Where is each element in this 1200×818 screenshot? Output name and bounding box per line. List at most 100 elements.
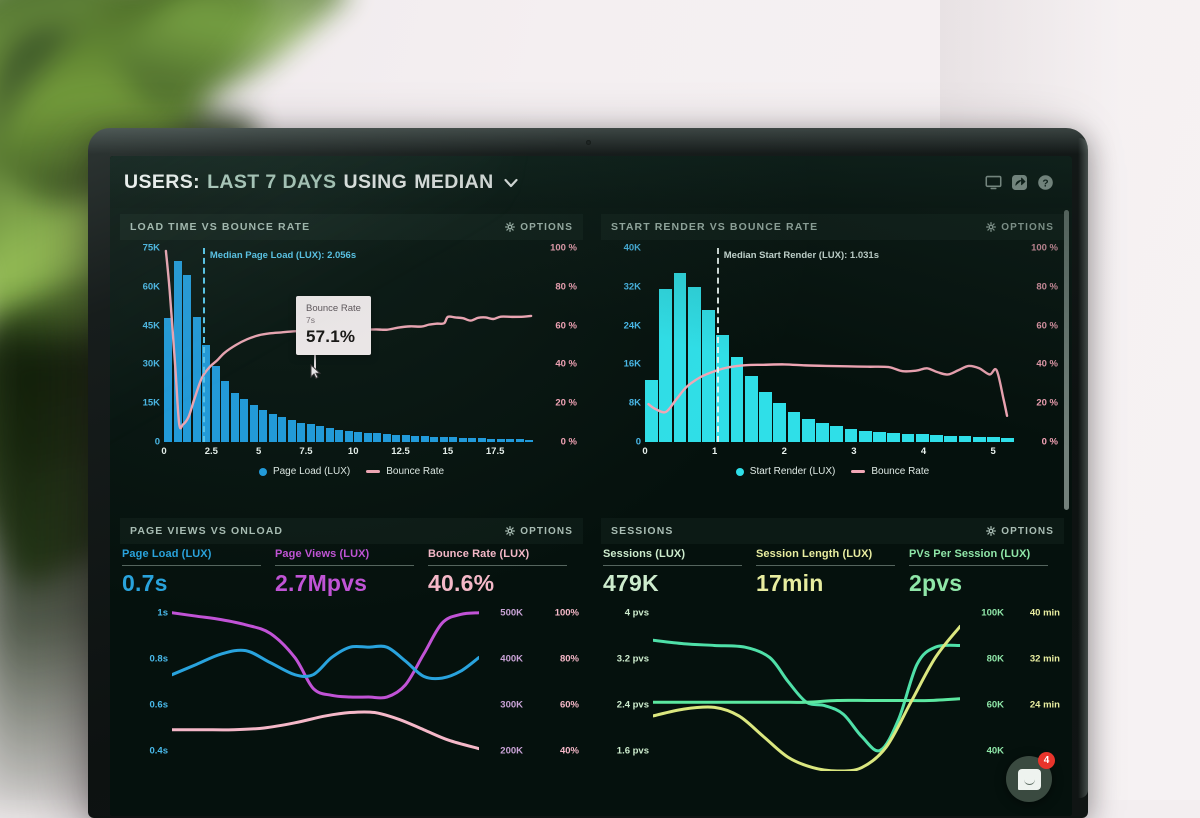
y3-axis-tick: 24 min (1010, 700, 1060, 711)
metric-label: PVs Per Session (LUX) (909, 548, 1048, 565)
y-axis-tick: 16K (624, 359, 641, 370)
x-axis-tick: 15 (443, 446, 454, 457)
y-axis-tick: 0.6s (150, 700, 169, 711)
panel-title: PAGE VIEWS VS ONLOAD (130, 525, 283, 537)
title-users: USERS: (124, 171, 200, 194)
y-axis-tick: 45K (143, 320, 160, 331)
page-title[interactable]: USERS: LAST 7 DAYS USING MEDIAN (124, 171, 519, 194)
y3-axis-tick: 40% (529, 746, 579, 757)
y-axis-tick: 75K (143, 243, 160, 254)
chart-legend: Start Render (LUX) Bounce Rate (601, 466, 1064, 477)
legend-label: Bounce Rate (871, 466, 929, 477)
legend-item[interactable]: Bounce Rate (366, 466, 444, 477)
options-label: OPTIONS (520, 222, 573, 233)
median-label: Median Page Load (LUX): 2.056s (210, 250, 356, 261)
vertical-scrollbar[interactable] (1064, 210, 1069, 810)
median-marker (203, 248, 205, 442)
title-using: USING (343, 171, 407, 194)
x-axis-tick: 12.5 (391, 446, 410, 457)
options-button[interactable]: OPTIONS (986, 526, 1054, 537)
x-axis-tick: 17.5 (486, 446, 505, 457)
plot-area (653, 599, 960, 771)
line-path (648, 364, 1007, 415)
metric-card: Sessions (LUX)479K (603, 548, 756, 597)
metric-value: 2.7Mpvs (275, 570, 414, 597)
options-button[interactable]: OPTIONS (505, 222, 573, 233)
x-axis-tick: 5 (256, 446, 261, 457)
y2-axis-tick: 400K (500, 654, 523, 665)
chat-launcher-button[interactable]: 4 (1006, 756, 1052, 802)
y2-axis-tick: 0 % (561, 437, 577, 448)
gear-icon (986, 526, 996, 536)
line-path (653, 627, 960, 771)
help-icon[interactable]: ? (1037, 174, 1054, 191)
y-axis-tick: 0.4s (150, 746, 169, 757)
y-axis-tick: 32K (624, 281, 641, 292)
y2-axis-tick: 80K (987, 654, 1004, 665)
median-marker (717, 248, 719, 442)
panel-page-views-vs-onload: PAGE VIEWS VS ONLOAD OPTIONS Page Load (… (110, 512, 591, 816)
gear-icon (986, 222, 996, 232)
x-axis-tick: 4 (921, 446, 926, 457)
metric-card: Session Length (LUX) 17min (756, 548, 909, 597)
legend-item[interactable]: Bounce Rate (851, 466, 929, 477)
legend-label: Bounce Rate (386, 466, 444, 477)
chevron-down-icon[interactable] (503, 174, 519, 190)
metric-rule (275, 565, 414, 566)
metric-value: 2pvs (909, 570, 1048, 597)
monitor-icon[interactable] (985, 174, 1002, 191)
metric-card: PVs Per Session (LUX) 2pvs (909, 548, 1062, 597)
x-axis-tick: 2 (782, 446, 787, 457)
x-axis-tick: 0 (642, 446, 647, 457)
scrollbar-thumb[interactable] (1064, 210, 1069, 510)
y2-axis-tick: 60 % (1036, 320, 1058, 331)
tooltip-title: Bounce Rate (306, 303, 361, 315)
options-button[interactable]: OPTIONS (986, 222, 1054, 233)
legend-item[interactable]: Page Load (LUX) (259, 466, 350, 477)
metric-card: Bounce Rate (LUX)40.6% (428, 548, 581, 597)
y2-axis-tick: 200K (500, 746, 523, 757)
y2-axis-tick: 0 % (1042, 437, 1058, 448)
y-axis-tick: 40K (624, 243, 641, 254)
panel-header: START RENDER VS BOUNCE RATE OPTIONS (601, 214, 1064, 240)
y-axis-tick: 3.2 pvs (617, 654, 649, 665)
legend-item[interactable]: Start Render (LUX) (736, 466, 836, 477)
metric-label: Page Views (LUX) (275, 548, 414, 565)
x-axis-tick: 7.5 (299, 446, 312, 457)
metric-rule (909, 565, 1048, 566)
y2-axis-tick: 80 % (1036, 281, 1058, 292)
app-topbar: USERS: LAST 7 DAYS USING MEDIAN (110, 156, 1072, 208)
metric-card: Page Views (LUX) 2.7Mpvs (275, 548, 428, 597)
share-icon[interactable] (1011, 174, 1028, 191)
metric-label: Session Length (LUX) (756, 548, 895, 565)
y2-axis-tick: 40K (987, 746, 1004, 757)
svg-text:?: ? (1042, 178, 1048, 189)
median-label: Median Start Render (LUX): 1.031s (724, 250, 879, 261)
y2-axis-tick: 100 % (1031, 243, 1058, 254)
y3-axis-tick: 80% (529, 654, 579, 665)
legend-line-icon (851, 470, 865, 473)
legend-label: Page Load (LUX) (273, 466, 350, 477)
y-axis-tick: 0 (155, 437, 160, 448)
y2-axis-tick: 300K (500, 700, 523, 711)
options-button[interactable]: OPTIONS (505, 526, 573, 537)
y2-axis-tick: 20 % (555, 398, 577, 409)
y-axis-tick: 4 pvs (625, 608, 649, 619)
metric-label: Bounce Rate (LUX) (428, 548, 567, 565)
metric-value: 17min (756, 570, 895, 597)
laptop: USERS: LAST 7 DAYS USING MEDIAN (88, 128, 1088, 818)
x-axis-tick: 2.5 (205, 446, 218, 457)
metric-value: 0.7s (122, 570, 261, 597)
y-axis-tick: 1s (157, 608, 168, 619)
webcam (586, 140, 591, 145)
y2-axis-tick: 80 % (555, 281, 577, 292)
metric-rule (603, 565, 742, 566)
legend-label: Start Render (LUX) (750, 466, 836, 477)
legend-dot-icon (259, 468, 267, 476)
